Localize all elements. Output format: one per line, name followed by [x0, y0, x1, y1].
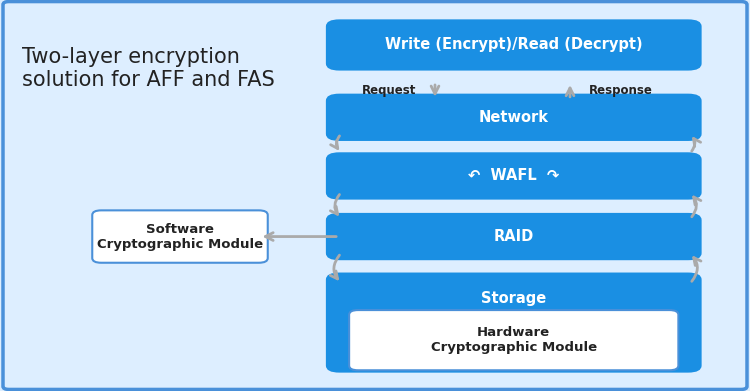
Text: Write (Encrypt)/Read (Decrypt): Write (Encrypt)/Read (Decrypt): [385, 38, 643, 52]
Text: Request: Request: [362, 84, 416, 97]
Text: Network: Network: [478, 110, 549, 125]
Text: Software
Cryptographic Module: Software Cryptographic Module: [97, 222, 263, 251]
FancyBboxPatch shape: [326, 213, 702, 260]
FancyBboxPatch shape: [92, 210, 268, 263]
FancyBboxPatch shape: [326, 19, 702, 70]
FancyBboxPatch shape: [326, 273, 702, 373]
Text: Hardware
Cryptographic Module: Hardware Cryptographic Module: [430, 326, 597, 354]
FancyBboxPatch shape: [326, 93, 702, 141]
FancyBboxPatch shape: [349, 310, 679, 370]
FancyBboxPatch shape: [326, 152, 702, 199]
Text: Two-layer encryption
solution for AFF and FAS: Two-layer encryption solution for AFF an…: [22, 47, 275, 90]
FancyBboxPatch shape: [3, 2, 747, 389]
Text: ↶  WAFL  ↷: ↶ WAFL ↷: [468, 169, 560, 183]
Text: Response: Response: [589, 84, 652, 97]
Text: Storage: Storage: [482, 291, 546, 306]
Text: RAID: RAID: [494, 229, 534, 244]
